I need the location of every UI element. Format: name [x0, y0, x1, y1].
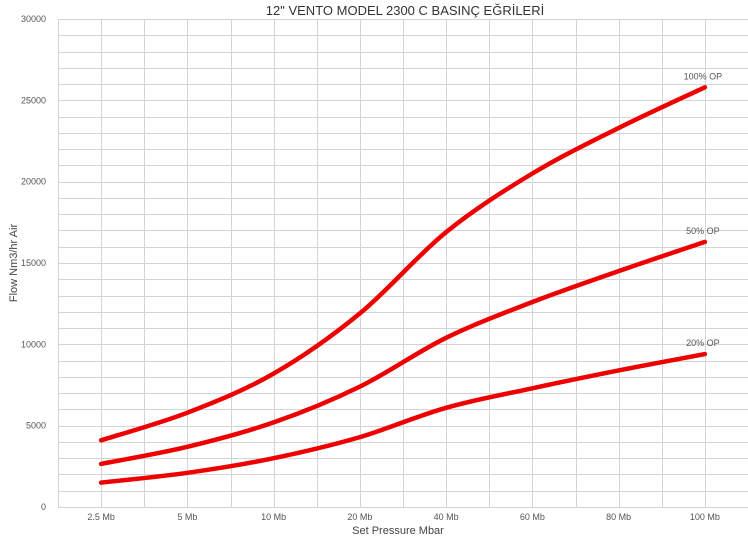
- y-tick-label: 25000: [21, 95, 46, 105]
- grid: [58, 19, 748, 508]
- series-line-20pct-op: [98, 351, 708, 485]
- y-tick-label: 5000: [26, 421, 46, 431]
- x-tick-label: 20 Mb: [347, 512, 372, 522]
- y-tick-label: 15000: [21, 258, 46, 268]
- series-label-50pct-op: 50% OP: [686, 226, 720, 236]
- x-tick-label: 5 Mb: [177, 512, 197, 522]
- series-label-20pct-op: 20% OP: [686, 338, 720, 348]
- x-tick-label: 100 Mb: [690, 512, 720, 522]
- y-axis-title: Flow Nm3/hr Air: [8, 224, 20, 303]
- x-tick-labels: 2.5 Mb 5 Mb 10 Mb 20 Mb 40 Mb 60 Mb 80 Mb 100 M…: [87, 512, 720, 522]
- y-tick-label: 10000: [21, 339, 46, 349]
- y-tick-label: 0: [41, 502, 46, 512]
- y-tick-labels: 0 5000 10000 15000 20000 25000 30000: [21, 14, 46, 512]
- series-group: 100% OP 50% OP 20% OP: [98, 71, 723, 485]
- x-tick-label: 10 Mb: [261, 512, 286, 522]
- y-tick-label: 30000: [21, 14, 46, 24]
- series-line-100pct-op: [98, 85, 708, 443]
- series-line-50pct-op: [98, 239, 708, 467]
- x-tick-label: 2.5 Mb: [87, 512, 115, 522]
- y-tick-label: 20000: [21, 177, 46, 187]
- x-axis-title: Set Pressure Mbar: [352, 525, 444, 537]
- x-tick-label: 60 Mb: [520, 512, 545, 522]
- chart-title: 12" VENTO MODEL 2300 C BASINÇ EĞRİLERİ: [266, 3, 544, 18]
- x-tick-label: 40 Mb: [434, 512, 459, 522]
- x-tick-label: 80 Mb: [606, 512, 631, 522]
- series-label-100pct-op: 100% OP: [684, 71, 723, 81]
